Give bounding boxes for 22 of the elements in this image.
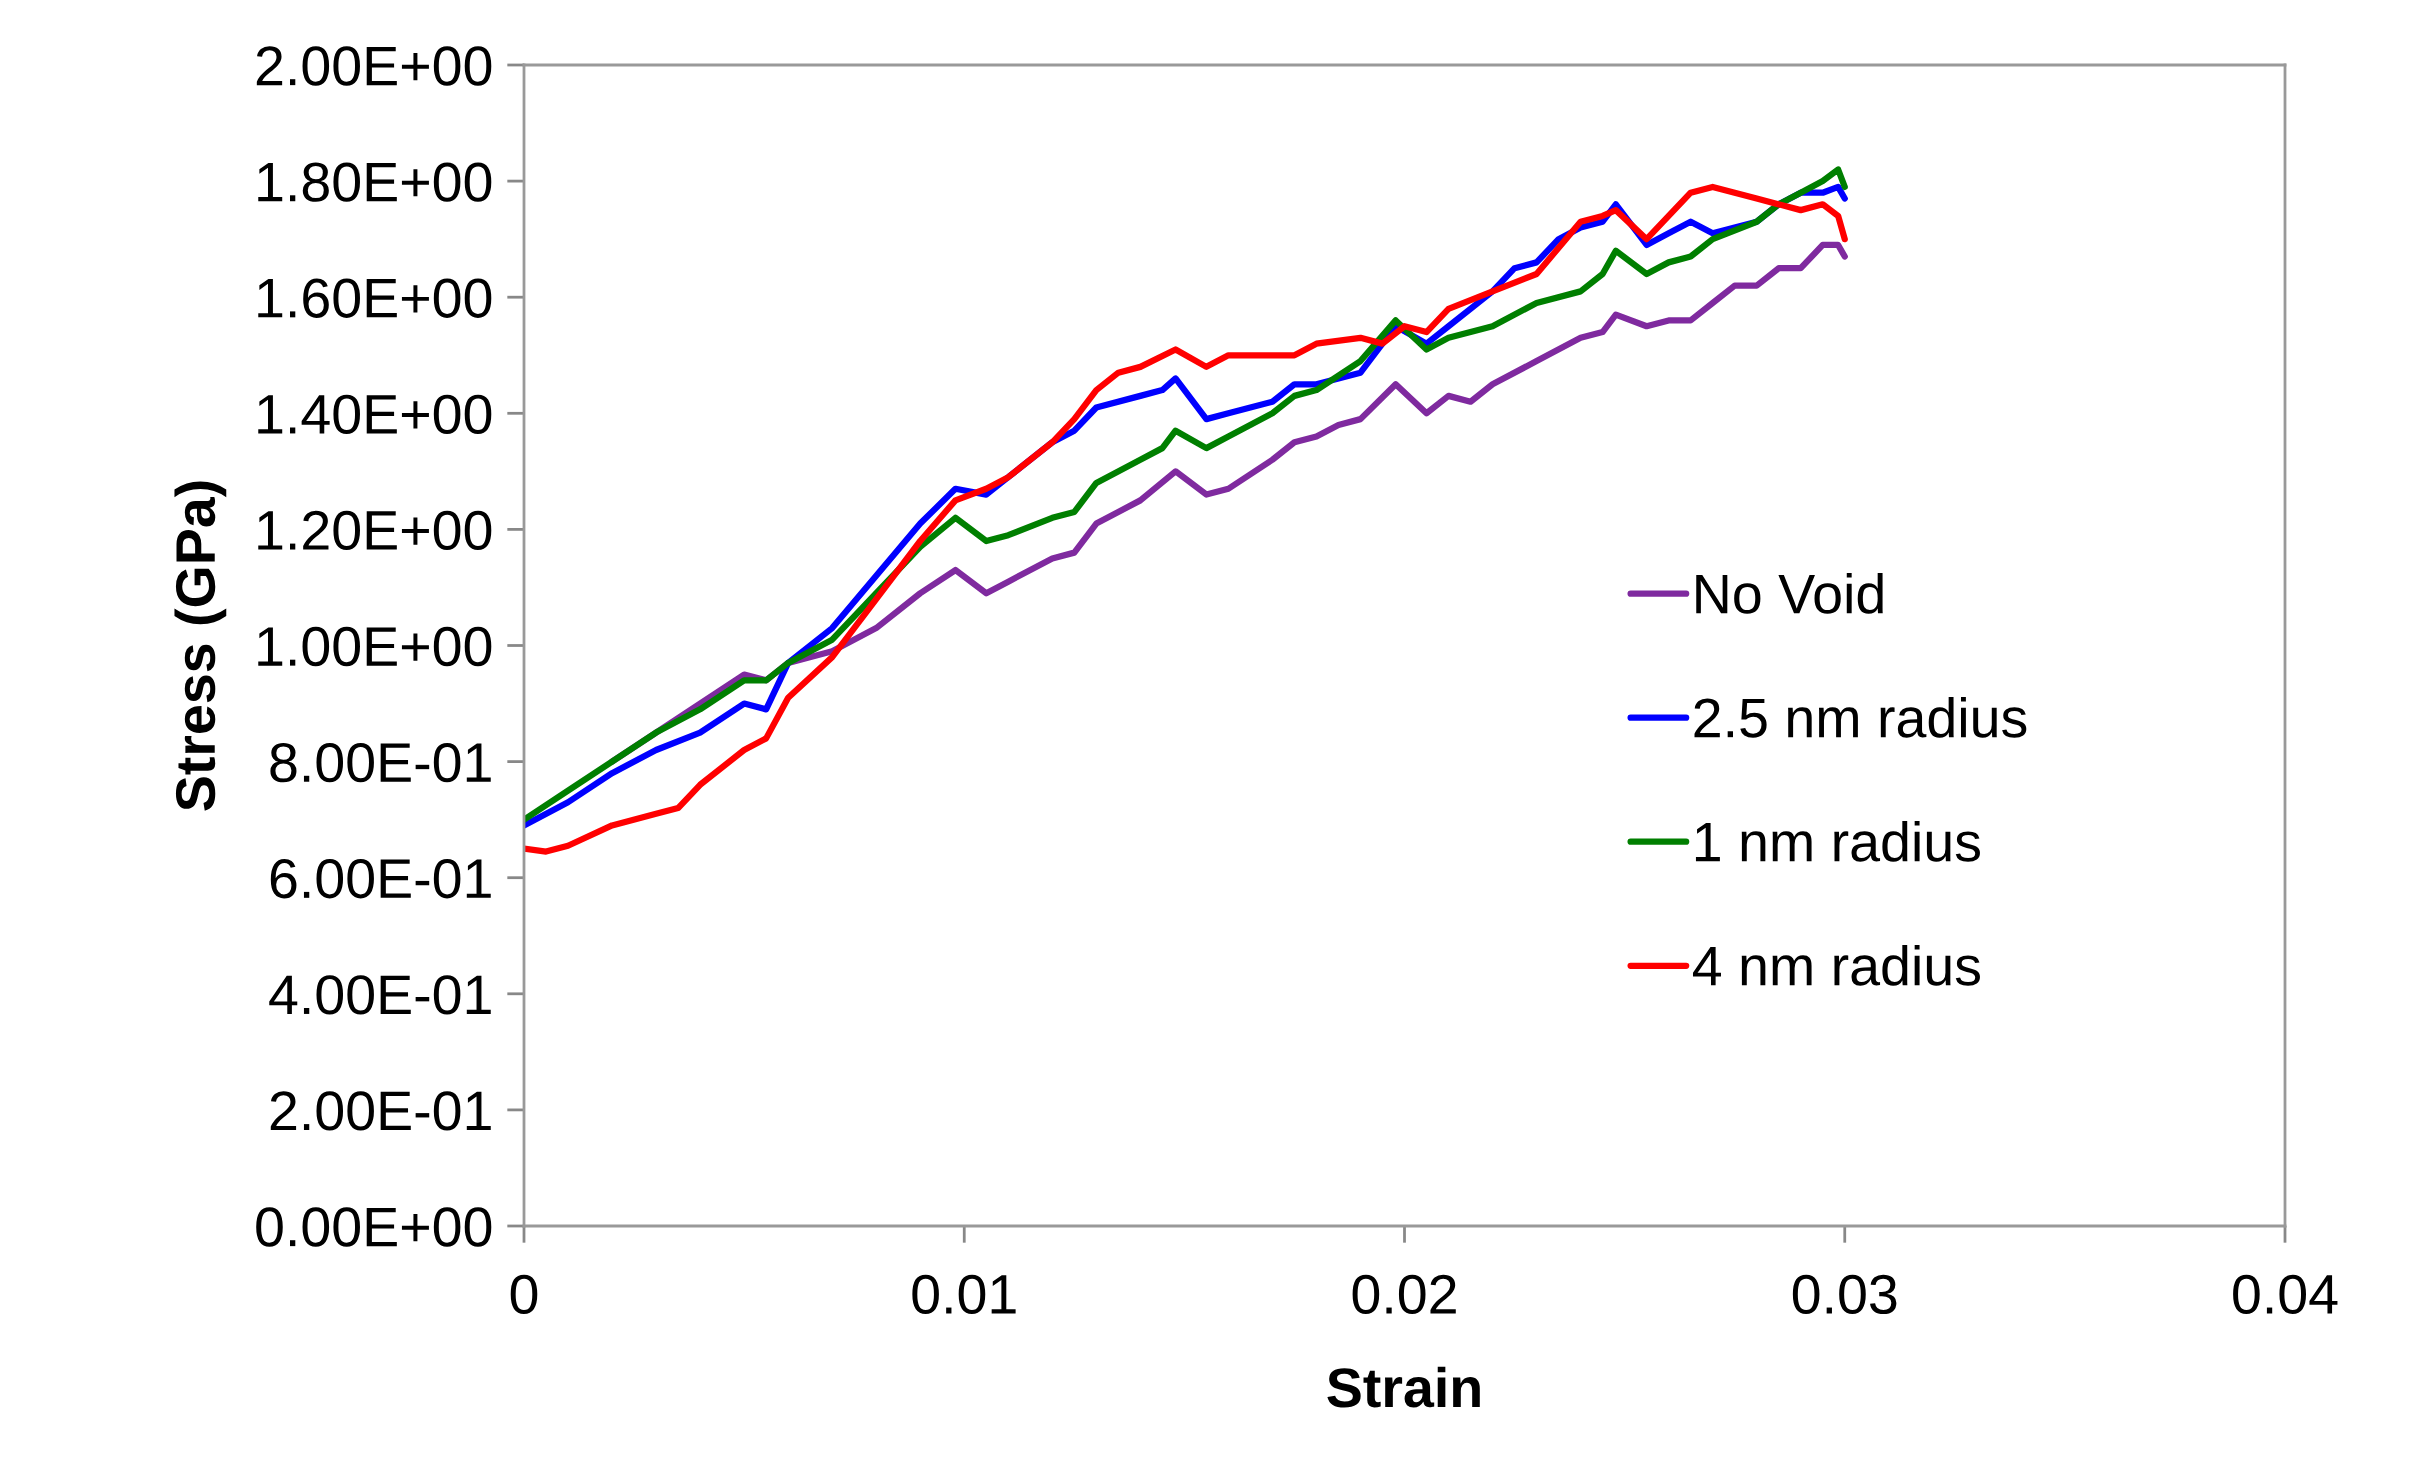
legend-label: 4 nm radius <box>1692 944 1980 986</box>
y-tick-label: 1.00E+00 <box>258 626 492 667</box>
y-tick-label: 6.00E-01 <box>270 859 491 899</box>
y-tick-label: 8.00E-01 <box>270 742 491 783</box>
legend-label: No Void <box>1696 572 1883 614</box>
x-tick-label: 0.04 <box>2233 1274 2338 1315</box>
y-tick-label: 2.00E-01 <box>270 1091 491 1131</box>
y-tick-label: 1.40E+00 <box>258 394 492 434</box>
y-tick-label: 0.00E+00 <box>256 1207 492 1247</box>
x-tick-label: 0 <box>510 1274 538 1315</box>
x-axis-title: Strain <box>1327 1366 1480 1408</box>
x-tick-label: 0.01 <box>912 1274 1016 1315</box>
legend-label: 2.5 nm radius <box>1694 696 2027 738</box>
x-tick-label: 0.02 <box>1352 1274 1456 1315</box>
y-tick-label: 2.00E+00 <box>256 46 492 86</box>
y-axis-title: Stress (GPa) <box>174 481 227 811</box>
y-tick-label: 1.20E+00 <box>258 510 492 551</box>
y-tick-label: 1.60E+00 <box>258 278 492 318</box>
legend-label: 1 nm radius <box>1695 820 1980 862</box>
y-tick-label: 4.00E-01 <box>269 975 491 1015</box>
x-tick-label: 0.03 <box>1792 1274 1897 1315</box>
y-tick-label: 1.80E+00 <box>258 162 492 202</box>
